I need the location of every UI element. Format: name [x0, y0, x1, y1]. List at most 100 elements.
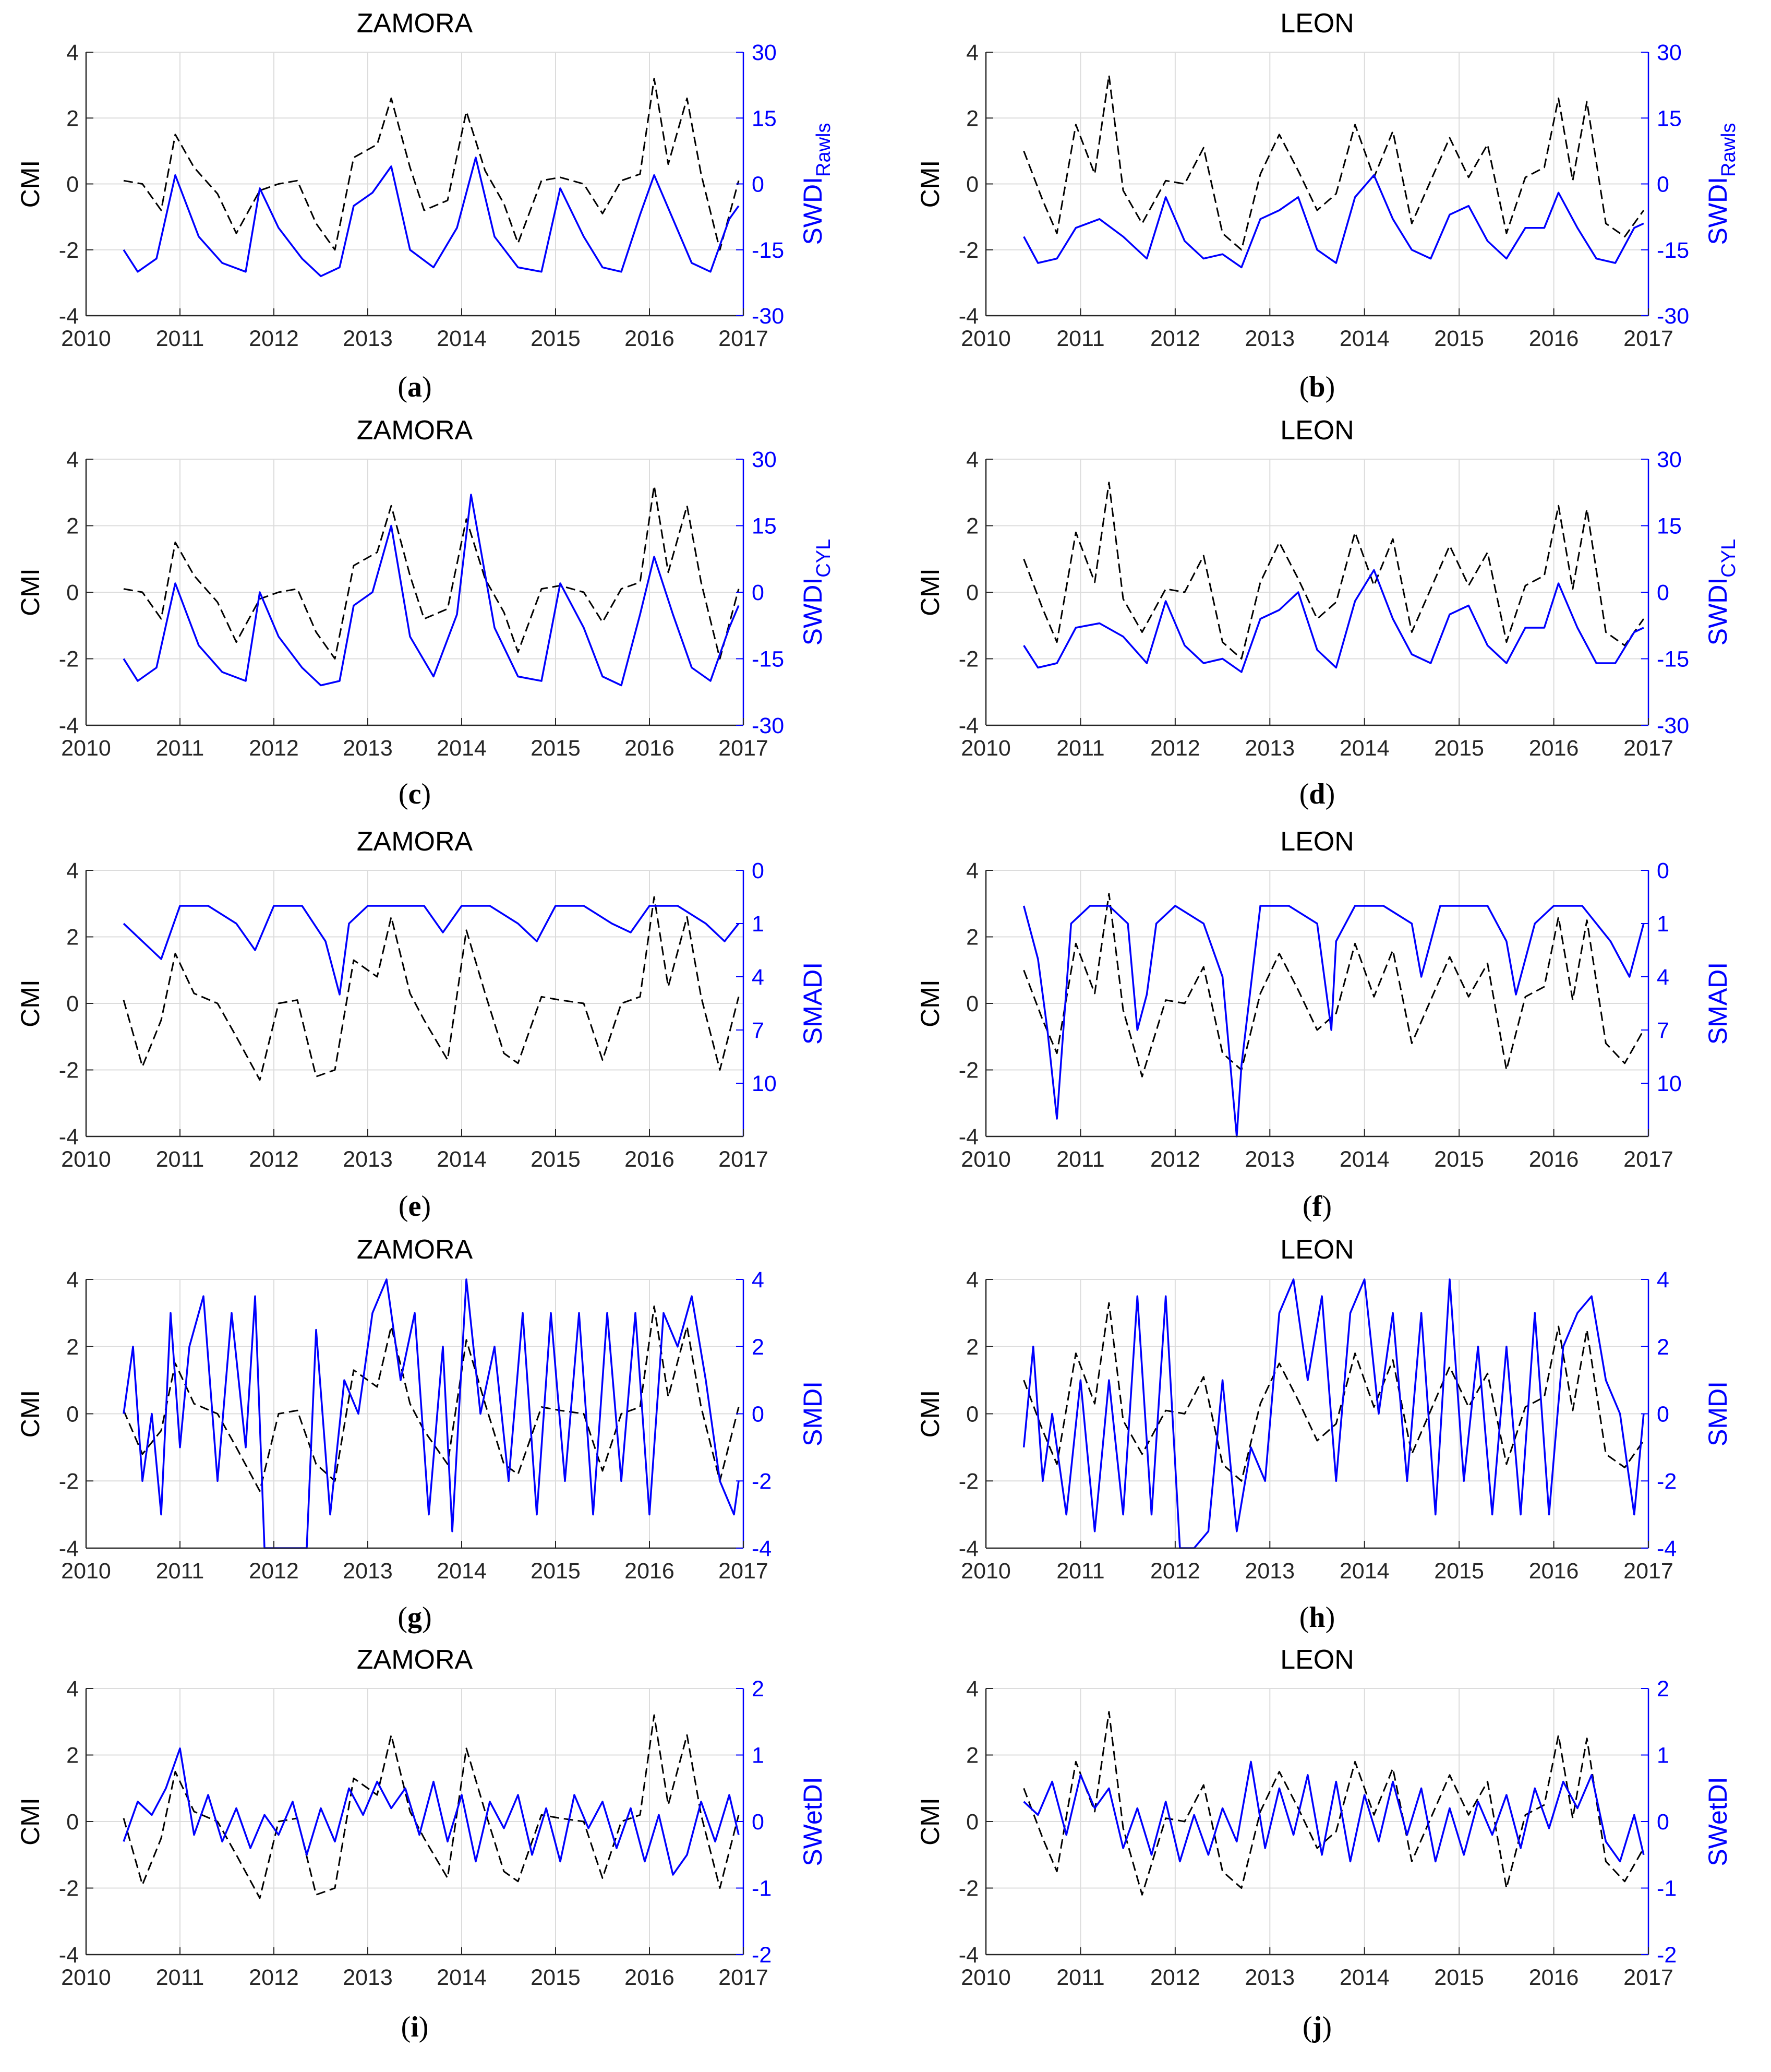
- y2-axis-label-main: SWetDI: [798, 1777, 827, 1866]
- y-tick-label: -4: [59, 713, 79, 738]
- x-tick-label: 2013: [1245, 1965, 1295, 1990]
- x-tick-label: 2011: [1056, 736, 1104, 761]
- y2-axis-label: SMADI: [1703, 962, 1732, 1045]
- y2-tick-label: 15: [1657, 514, 1682, 539]
- y-tick-label: -2: [959, 1876, 979, 1901]
- x-tick-label: 2010: [961, 736, 1011, 761]
- y-tick-label: -4: [59, 1536, 79, 1561]
- y-axis-label: CMI: [16, 568, 45, 616]
- y-tick-label: -2: [59, 1876, 79, 1901]
- panel-label: (f): [1303, 1190, 1332, 1223]
- y-tick-label: -2: [959, 238, 979, 263]
- y2-tick-label: -1: [1657, 1876, 1677, 1901]
- y-tick-label: -2: [959, 647, 979, 672]
- y2-tick-label: -4: [1657, 1536, 1677, 1561]
- y2-tick-label: 0: [752, 1810, 764, 1835]
- x-tick-label: 2011: [156, 326, 204, 351]
- panel-title: ZAMORA: [357, 1645, 473, 1675]
- x-tick-label: 2017: [718, 326, 768, 351]
- y2-tick-label: 0: [1657, 580, 1669, 605]
- y2-tick-label: 0: [1657, 172, 1669, 197]
- y-tick-label: 4: [66, 447, 79, 472]
- y2-axis-label: SWDICYL: [1703, 539, 1740, 645]
- y-axis-label: CMI: [16, 160, 45, 208]
- panel-label-letter: b: [1309, 371, 1325, 403]
- panel-label-close: ): [1322, 1190, 1332, 1223]
- y-tick-label: -2: [959, 1469, 979, 1494]
- index-series-line: [1023, 174, 1644, 269]
- y-tick-label: 0: [66, 1810, 79, 1835]
- panel-d: 2010 2011 2012 2013 2014 2015 2016 2017 -4 -2 0 2 4 -…: [915, 415, 1740, 810]
- cmi-series-line: [1023, 893, 1645, 1077]
- panel-label-letter: g: [407, 1601, 422, 1634]
- y-tick-label: -4: [959, 1943, 979, 1968]
- y-axis-label: CMI: [915, 979, 945, 1027]
- y2-tick-label: -15: [752, 238, 784, 263]
- y-tick-label: -2: [959, 1058, 979, 1083]
- panel-title: LEON: [1280, 415, 1354, 446]
- x-tick-label: 2012: [249, 1147, 299, 1172]
- x-tick-label: 2014: [437, 1147, 487, 1172]
- y2-tick-label: 30: [752, 447, 777, 472]
- panel-label-close: ): [419, 2011, 429, 2043]
- panel-label: (c): [399, 778, 431, 810]
- y-tick-label: -2: [59, 238, 79, 263]
- x-tick-label: 2015: [531, 1559, 581, 1584]
- x-tick-label: 2013: [1245, 1147, 1295, 1172]
- y2-axis-label-subscript: Rawls: [1718, 123, 1740, 176]
- y2-tick-label: 30: [752, 40, 777, 65]
- y-tick-label: 0: [966, 1810, 979, 1835]
- y2-axis-label-subscript: Rawls: [813, 123, 835, 176]
- index-series-line: [123, 1278, 740, 1549]
- index-series-line: [1023, 569, 1644, 673]
- y2-axis-label-subscript: CYL: [1718, 539, 1740, 578]
- y-tick-label: 4: [966, 447, 979, 472]
- panel-label-letter: a: [407, 371, 422, 403]
- y2-tick-label: 4: [1657, 965, 1669, 990]
- x-tick-label: 2015: [1434, 1559, 1484, 1584]
- cmi-series-line: [123, 896, 740, 1081]
- y-tick-label: 2: [966, 1335, 979, 1360]
- x-tick-label: 2012: [249, 1559, 299, 1584]
- y-tick-label: 4: [66, 858, 79, 883]
- y2-tick-label: 15: [1657, 106, 1682, 131]
- y-tick-label: -4: [959, 713, 979, 738]
- y2-tick-label: 0: [752, 1402, 764, 1427]
- panel-title: LEON: [1280, 827, 1354, 857]
- y2-tick-label: 0: [1657, 1402, 1669, 1427]
- y2-axis-label-main: SWetDI: [1703, 1777, 1732, 1866]
- panel-label-letter: c: [408, 778, 421, 810]
- panel-label-letter: e: [408, 1190, 421, 1223]
- y2-axis-label-main: SWDI: [798, 177, 827, 245]
- x-tick-label: 2011: [1056, 1559, 1104, 1584]
- x-tick-label: 2014: [1340, 736, 1390, 761]
- x-tick-label: 2017: [718, 1147, 768, 1172]
- x-tick-label: 2014: [1340, 1147, 1390, 1172]
- panel-label-open: (: [1299, 371, 1309, 403]
- x-tick-label: 2017: [718, 1965, 768, 1990]
- y-tick-label: -4: [959, 1124, 979, 1149]
- x-tick-label: 2012: [1150, 326, 1200, 351]
- y2-tick-label: 10: [1657, 1071, 1682, 1096]
- y2-tick-label: 7: [1657, 1018, 1669, 1043]
- panel-label-open: (: [1303, 1190, 1312, 1223]
- panel-label-close: ): [421, 778, 431, 810]
- x-tick-label: 2015: [531, 1147, 581, 1172]
- y-axis-label: CMI: [16, 1390, 45, 1438]
- panel-label: (i): [401, 2011, 429, 2043]
- y-tick-label: 0: [66, 1402, 79, 1427]
- x-tick-label: 2016: [1529, 1559, 1579, 1584]
- x-tick-label: 2011: [1056, 326, 1104, 351]
- y2-tick-label: 7: [752, 1018, 764, 1043]
- y-tick-label: -4: [959, 1536, 979, 1561]
- panel-title: LEON: [1280, 1235, 1354, 1265]
- y-tick-label: 2: [66, 925, 79, 950]
- y2-tick-label: 0: [752, 172, 764, 197]
- cmi-series-line: [1023, 1711, 1645, 1896]
- y2-tick-label: -2: [1657, 1469, 1677, 1494]
- y2-axis-label: SWetDI: [1703, 1777, 1732, 1866]
- x-tick-label: 2016: [624, 736, 674, 761]
- x-tick-label: 2015: [531, 736, 581, 761]
- y2-axis-label: SMDI: [1703, 1381, 1732, 1446]
- x-tick-label: 2012: [249, 736, 299, 761]
